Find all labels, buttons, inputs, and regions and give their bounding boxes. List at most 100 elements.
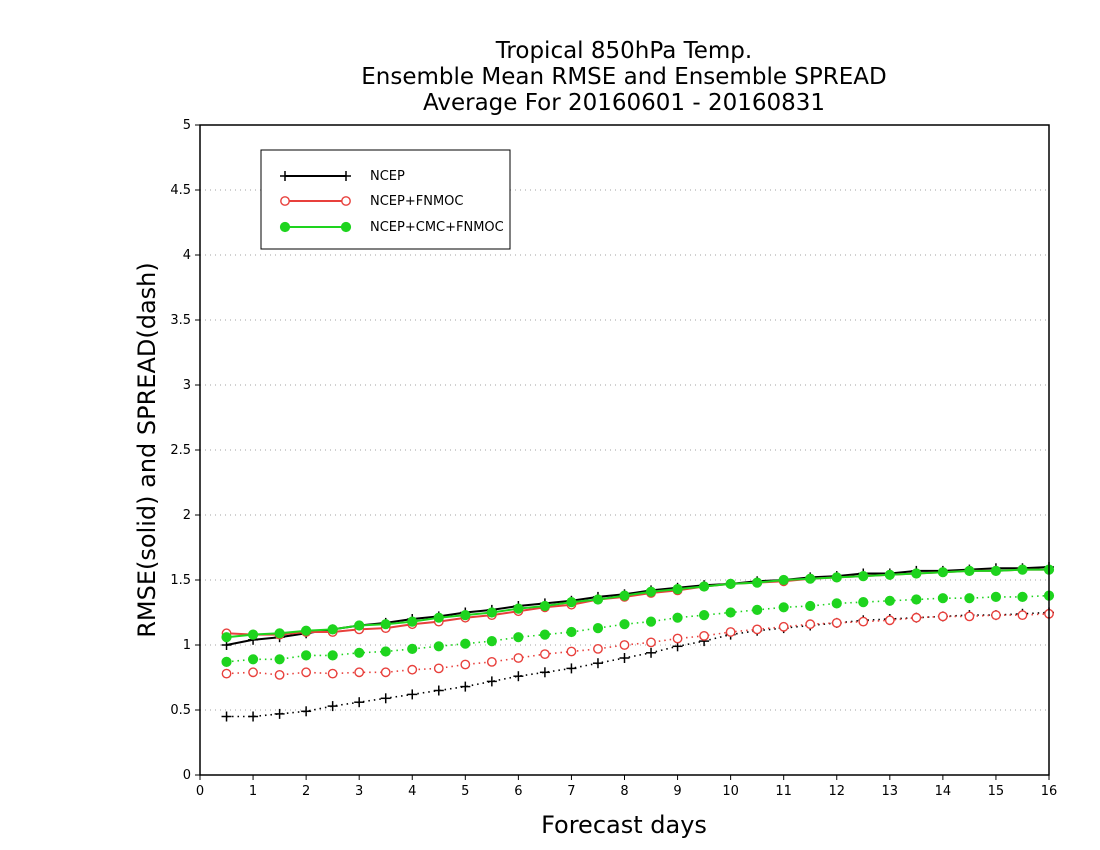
y-tick-label: 0	[183, 768, 191, 783]
x-tick-label: 6	[514, 784, 522, 799]
rmse-point-ncep-cmc-fnmoc	[937, 567, 948, 578]
y-axis-label: RMSE(solid) and SPREAD(dash)	[133, 262, 161, 638]
spread-point-ncep	[646, 647, 657, 658]
spread-point-ncep-fnmoc	[884, 615, 895, 626]
spread-point-ncep-cmc-fnmoc	[513, 632, 524, 643]
spread-point-ncep-cmc-fnmoc	[460, 638, 471, 649]
x-tick-label: 10	[722, 784, 739, 799]
spread-point-ncep-fnmoc	[274, 670, 285, 680]
spread-point-ncep-cmc-fnmoc	[486, 636, 497, 647]
x-tick-label: 0	[196, 784, 204, 799]
spread-point-ncep-fnmoc	[433, 663, 444, 674]
spread-point-ncep-fnmoc	[911, 612, 922, 623]
spread-point-ncep-fnmoc	[221, 668, 232, 679]
y-tick-label: 3	[183, 378, 191, 393]
spread-point-ncep-cmc-fnmoc	[752, 604, 763, 616]
spread-point-ncep-cmc-fnmoc	[964, 593, 975, 604]
rmse-point-ncep-cmc-fnmoc	[486, 607, 497, 618]
rmse-point-ncep-cmc-fnmoc	[619, 590, 630, 601]
x-tick-label: 14	[935, 784, 952, 799]
rmse-point-ncep-cmc-fnmoc	[566, 597, 577, 608]
legend-items: NCEP NCEP+FNMOC NCEP+CMC+FNMOC	[279, 169, 504, 235]
rmse-point-ncep-cmc-fnmoc	[592, 594, 604, 605]
spread-point-ncep-cmc-fnmoc	[990, 591, 1002, 603]
spread-point-ncep-fnmoc	[752, 624, 763, 635]
chart-title-line-2: Ensemble Mean RMSE and Ensemble SPREAD	[361, 64, 886, 90]
rmse-point-ncep-cmc-fnmoc	[354, 620, 365, 631]
spread-point-ncep-fnmoc	[380, 667, 391, 678]
spread-point-ncep	[354, 697, 365, 708]
legend-marker-end	[340, 221, 352, 233]
spread-point-ncep-fnmoc	[1017, 610, 1028, 620]
spread-line-ncep	[226, 611, 1050, 718]
rmse-point-ncep-cmc-fnmoc	[407, 616, 418, 627]
spread-point-ncep	[539, 667, 550, 678]
spread-point-ncep-fnmoc	[831, 618, 842, 628]
rmse-line-ncep-fnmoc	[226, 568, 1049, 636]
x-tick-label: 5	[461, 784, 469, 799]
x-tick-label: 9	[673, 784, 681, 799]
spread-point-ncep-fnmoc	[725, 627, 736, 637]
rmse-point-ncep-cmc-fnmoc	[858, 571, 869, 582]
spread-point-ncep-fnmoc	[991, 610, 1001, 620]
x-tick-label: 7	[567, 784, 575, 799]
x-tick-label: 12	[828, 784, 845, 799]
spread-point-ncep-cmc-fnmoc	[805, 600, 816, 612]
spread-point-ncep	[274, 708, 285, 719]
spread-point-ncep-cmc-fnmoc	[672, 612, 683, 623]
y-tick-label: 2.5	[170, 443, 191, 458]
x-tick-label: 11	[775, 784, 792, 799]
rmse-point-ncep-cmc-fnmoc	[247, 629, 259, 640]
rmse-point-ncep-cmc-fnmoc	[990, 565, 1002, 577]
spread-point-ncep-fnmoc	[248, 667, 258, 678]
rmse-point-ncep-cmc-fnmoc	[672, 584, 683, 595]
rmse-point-ncep-cmc-fnmoc	[698, 581, 710, 592]
spread-point-ncep-fnmoc	[937, 611, 948, 622]
spread-point-ncep-cmc-fnmoc	[301, 650, 312, 661]
rmse-point-ncep-cmc-fnmoc	[1017, 564, 1028, 575]
spread-point-ncep-fnmoc	[964, 611, 975, 622]
spread-point-ncep-cmc-fnmoc	[645, 616, 657, 627]
legend-box	[260, 149, 511, 250]
spread-point-ncep	[407, 689, 418, 700]
spread-point-ncep-cmc-fnmoc	[911, 594, 922, 605]
y-tick-label: 1.5	[170, 573, 191, 588]
rmse-point-ncep-cmc-fnmoc	[433, 612, 444, 623]
spread-point-ncep-cmc-fnmoc	[937, 593, 948, 604]
legend-label: NCEP	[370, 169, 405, 184]
spread-point-ncep-cmc-fnmoc	[539, 629, 551, 640]
y-tick-label: 5	[183, 118, 191, 133]
legend-marker-start	[280, 171, 290, 181]
spread-point-ncep	[619, 653, 630, 663]
x-tick-label: 2	[302, 784, 310, 799]
y-tick-label: 1	[183, 638, 191, 653]
y-tick-label: 4.5	[170, 183, 191, 198]
spread-point-ncep	[248, 711, 259, 722]
rmse-point-ncep-cmc-fnmoc	[301, 625, 312, 636]
spread-point-ncep	[513, 671, 524, 682]
rmse-point-ncep-cmc-fnmoc	[380, 619, 391, 630]
spread-line-ncep-cmc-fnmoc	[226, 594, 1050, 663]
chart-title-line-1: Tropical 850hPa Temp.	[495, 38, 752, 64]
spread-point-ncep	[380, 693, 391, 704]
rmse-point-ncep-cmc-fnmoc	[884, 569, 895, 580]
x-tick-label: 16	[1041, 784, 1058, 799]
y-tick-label: 2	[183, 508, 191, 523]
spread-point-ncep-fnmoc	[566, 646, 577, 657]
spread-point-ncep	[566, 663, 577, 674]
legend-label: NCEP+FNMOC	[370, 194, 463, 209]
spread-point-ncep-cmc-fnmoc	[247, 654, 259, 665]
legend: NCEP NCEP+FNMOC NCEP+CMC+FNMOC	[260, 149, 511, 250]
legend-marker-start	[280, 196, 290, 206]
legend-marker-start	[279, 221, 291, 233]
x-tick-label: 3	[355, 784, 363, 799]
series-ncep	[221, 562, 1054, 722]
rmse-point-ncep-cmc-fnmoc	[778, 574, 789, 586]
spread-point-ncep	[592, 658, 603, 669]
rmse-point-ncep-cmc-fnmoc	[805, 573, 816, 584]
rmse-point-ncep-cmc-fnmoc	[964, 565, 975, 577]
spread-point-ncep-cmc-fnmoc	[327, 650, 338, 661]
spread-point-ncep-cmc-fnmoc	[566, 626, 577, 638]
spread-point-ncep-fnmoc	[593, 644, 603, 654]
